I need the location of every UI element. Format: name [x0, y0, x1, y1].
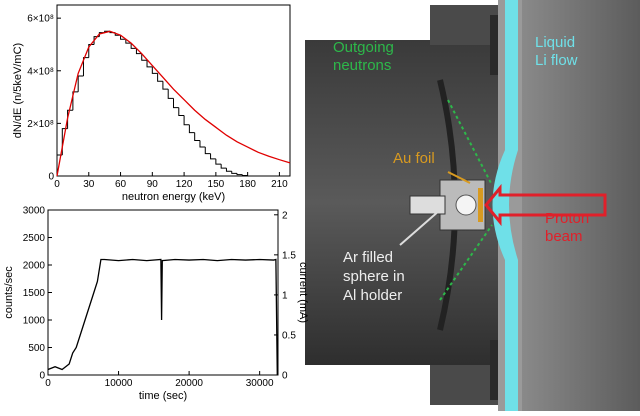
x-axis-label: neutron energy (keV) — [122, 191, 225, 203]
y-tick-label: 2×10⁸ — [27, 119, 54, 130]
plot-frame — [47, 209, 279, 376]
histogram-bin — [88, 43, 95, 58]
y-tick-label: 3000 — [23, 206, 46, 217]
rendering — [305, 0, 640, 411]
histogram-bin — [188, 124, 195, 134]
label: Outgoing — [333, 39, 394, 56]
x-tick-label: 20000 — [175, 378, 203, 389]
label: Li flow — [535, 52, 578, 69]
histogram-bin — [141, 53, 148, 61]
diagram-labels: Outgoing neutrons Liquid Li flow Au foil… — [333, 34, 589, 304]
data-line — [47, 258, 278, 376]
histogram-bin — [173, 98, 179, 109]
label: Liquid — [535, 34, 575, 51]
histogram-bin — [204, 147, 211, 155]
histogram-bin — [135, 48, 142, 55]
x-tick-label: 120 — [176, 179, 193, 190]
y-tick-label: 2000 — [23, 261, 46, 272]
label: Ar filled — [343, 249, 393, 266]
y-axis-label: dN/dE (n/5keV/mC) — [12, 43, 24, 138]
y2-tick-label: 1 — [282, 290, 288, 301]
histogram-bin — [162, 81, 169, 90]
histogram-bin — [199, 140, 206, 148]
histogram-bin — [225, 168, 232, 172]
fit-curve — [56, 30, 291, 177]
y-tick-label: 6×10⁸ — [27, 14, 54, 25]
histogram-bin — [241, 174, 248, 176]
x-tick-label: 10000 — [105, 378, 133, 389]
y2-tick-label: 2 — [282, 210, 288, 221]
y-axis-label: counts/sec — [3, 266, 15, 319]
histogram-bin — [146, 60, 153, 68]
x-tick-label: 180 — [239, 179, 256, 190]
y2-tick-label: 1.5 — [282, 250, 296, 261]
x-tick-label: 0 — [45, 378, 51, 389]
y2-tick-label: 0.5 — [282, 330, 296, 341]
histogram-bin — [231, 171, 238, 174]
label: Au foil — [393, 150, 435, 167]
histogram-bin — [220, 164, 227, 169]
x-tick-label: 30 — [83, 179, 95, 190]
label: sphere in — [343, 268, 405, 285]
histogram-bin — [130, 43, 137, 49]
y-tick-label: 2500 — [23, 233, 46, 244]
y-tick-label: 1000 — [23, 316, 46, 327]
x-tick-label: 90 — [147, 179, 159, 190]
histogram-bin — [120, 35, 126, 40]
y-tick-label: 1500 — [23, 288, 46, 299]
y2-axis-label: current (mA) — [297, 262, 309, 323]
label: Proton — [545, 210, 589, 227]
x-tick-label: 60 — [115, 179, 127, 190]
label: neutrons — [333, 57, 391, 74]
histogram-bin — [125, 39, 132, 44]
x-tick-label: 0 — [54, 179, 60, 190]
y2-tick-label: 0 — [282, 371, 288, 382]
histogram-bin — [72, 91, 79, 111]
histogram-bin — [178, 107, 185, 116]
histogram-bin — [67, 109, 73, 129]
histogram-bin — [167, 89, 174, 99]
label: Al holder — [343, 287, 402, 304]
x-tick-label: 30000 — [246, 378, 274, 389]
histogram-bin — [210, 153, 216, 160]
histogram-bin — [82, 57, 89, 77]
histogram-bin — [236, 173, 243, 176]
x-tick-label: 210 — [271, 179, 288, 190]
y-tick-label: 0 — [48, 172, 54, 183]
histogram-bin — [77, 75, 84, 92]
plot-frame — [56, 4, 291, 177]
histogram-bin — [157, 73, 163, 82]
y-tick-label: 0 — [39, 371, 45, 382]
label: beam — [545, 228, 583, 245]
histogram-bin — [183, 115, 190, 126]
x-axis-label: time (sec) — [139, 390, 187, 402]
histogram-bin — [151, 66, 158, 74]
y-tick-label: 4×10⁸ — [27, 66, 54, 77]
histogram-bin — [194, 132, 200, 141]
x-tick-label: 150 — [208, 179, 225, 190]
histogram-bin — [215, 158, 222, 165]
y-tick-label: 500 — [28, 343, 45, 354]
